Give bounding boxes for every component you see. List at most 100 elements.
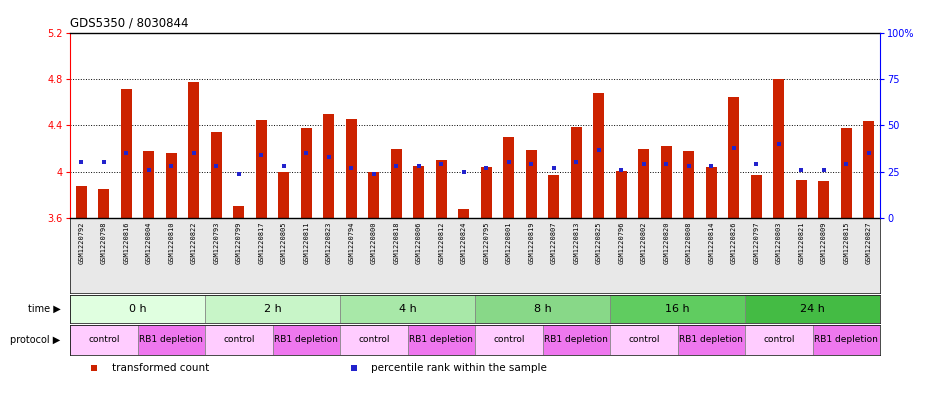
Bar (660, 146, 671, 218)
Text: GSM1220795: GSM1220795 (484, 222, 489, 264)
Bar (121, 88, 132, 218)
Text: GSM1220801: GSM1220801 (506, 222, 512, 264)
Text: GSM1220799: GSM1220799 (235, 222, 242, 264)
Bar (340, 325, 407, 355)
Text: GSM1220798: GSM1220798 (100, 222, 107, 264)
Text: GSM1220804: GSM1220804 (146, 222, 152, 264)
Bar (99, 189, 110, 218)
Text: control: control (628, 336, 659, 345)
Text: control: control (223, 336, 255, 345)
Text: GSM1220806: GSM1220806 (416, 222, 421, 264)
Text: GSM1220809: GSM1220809 (821, 222, 827, 264)
Text: GSM1220792: GSM1220792 (78, 222, 85, 264)
Bar (481, 167, 492, 218)
Bar (813, 325, 880, 355)
Bar (548, 175, 559, 218)
Text: RB1 depletion: RB1 depletion (140, 336, 203, 345)
Text: GSM1220823: GSM1220823 (326, 222, 332, 264)
Text: GSM1220826: GSM1220826 (731, 222, 737, 264)
Text: RB1 depletion: RB1 depletion (544, 336, 608, 345)
Text: 24 h: 24 h (800, 304, 825, 314)
Text: GSM1220814: GSM1220814 (709, 222, 714, 264)
Bar (677, 325, 745, 355)
Text: GSM1220821: GSM1220821 (798, 222, 804, 264)
Bar (706, 167, 717, 218)
Text: GSM1220808: GSM1220808 (685, 222, 692, 264)
Bar (571, 127, 582, 218)
Bar (728, 97, 739, 218)
Text: GSM1220805: GSM1220805 (281, 222, 286, 264)
Text: GSM1220810: GSM1220810 (168, 222, 174, 264)
Text: GSM1220807: GSM1220807 (551, 222, 557, 264)
Text: control: control (358, 336, 390, 345)
Text: GSM1220813: GSM1220813 (573, 222, 579, 264)
Bar (233, 206, 245, 218)
Bar (300, 128, 312, 218)
Bar (841, 128, 852, 218)
Bar (368, 172, 379, 218)
Bar (745, 325, 813, 355)
Bar (593, 93, 604, 218)
Text: GSM1220800: GSM1220800 (371, 222, 377, 264)
Bar (458, 209, 470, 218)
Text: RB1 depletion: RB1 depletion (409, 336, 473, 345)
Text: 8 h: 8 h (534, 304, 551, 314)
Text: RB1 depletion: RB1 depletion (679, 336, 743, 345)
Text: control: control (763, 336, 794, 345)
Bar (75, 185, 86, 218)
Bar (205, 295, 340, 323)
Bar (210, 132, 222, 218)
Bar (818, 181, 830, 218)
Bar (610, 295, 745, 323)
Bar (542, 325, 610, 355)
Text: GSM1220796: GSM1220796 (618, 222, 624, 264)
Text: GSM1220794: GSM1220794 (348, 222, 354, 264)
Text: GSM1220818: GSM1220818 (393, 222, 399, 264)
Bar (272, 325, 340, 355)
Text: transformed count: transformed count (113, 363, 209, 373)
Bar (256, 120, 267, 218)
Text: GSM1220803: GSM1220803 (776, 222, 782, 264)
Text: GSM1220793: GSM1220793 (213, 222, 219, 264)
Text: GSM1220812: GSM1220812 (438, 222, 445, 264)
Text: control: control (88, 336, 119, 345)
Bar (638, 149, 649, 218)
Bar (863, 121, 874, 218)
Bar (610, 325, 677, 355)
Text: GSM1220820: GSM1220820 (663, 222, 670, 264)
Text: GSM1220816: GSM1220816 (124, 222, 129, 264)
Bar (475, 325, 542, 355)
Text: GSM1220815: GSM1220815 (844, 222, 849, 264)
Text: control: control (493, 336, 525, 345)
Text: protocol ▶: protocol ▶ (10, 335, 60, 345)
Bar (503, 137, 514, 218)
Bar (684, 151, 695, 218)
Text: 16 h: 16 h (665, 304, 690, 314)
Bar (143, 151, 154, 218)
Text: GSM1220822: GSM1220822 (191, 222, 197, 264)
Bar (70, 325, 138, 355)
Bar (323, 114, 335, 218)
Bar (525, 150, 537, 218)
Text: RB1 depletion: RB1 depletion (274, 336, 339, 345)
Bar (413, 166, 424, 218)
Text: RB1 depletion: RB1 depletion (815, 336, 878, 345)
Text: GSM1220819: GSM1220819 (528, 222, 534, 264)
Text: GSM1220811: GSM1220811 (303, 222, 310, 264)
Bar (166, 153, 177, 218)
Text: 0 h: 0 h (128, 304, 146, 314)
Text: GSM1220824: GSM1220824 (460, 222, 467, 264)
Bar (205, 325, 272, 355)
Bar (391, 149, 402, 218)
Bar (407, 325, 475, 355)
Bar (745, 295, 880, 323)
Text: 4 h: 4 h (399, 304, 417, 314)
Bar (616, 171, 627, 218)
Bar (340, 295, 475, 323)
Text: GSM1220827: GSM1220827 (866, 222, 871, 264)
Text: GSM1220825: GSM1220825 (596, 222, 602, 264)
Text: GDS5350 / 8030844: GDS5350 / 8030844 (70, 16, 189, 29)
Bar (188, 82, 199, 218)
Text: percentile rank within the sample: percentile rank within the sample (371, 363, 547, 373)
Bar (278, 172, 289, 218)
